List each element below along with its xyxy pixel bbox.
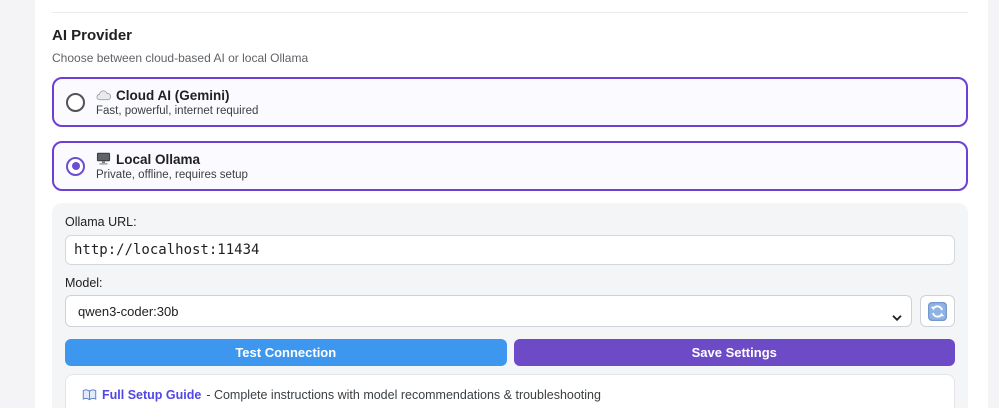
settings-content: AI Provider Choose between cloud-based A… [52,0,968,408]
provider-option-ollama[interactable]: Local Ollama Private, offline, requires … [52,141,968,191]
refresh-icon [928,301,948,321]
model-label: Model: [65,276,103,290]
ollama-option-label: Local Ollama [116,151,201,167]
guide-description: - Complete instructions with model recom… [206,388,601,402]
provider-option-cloud[interactable]: Cloud AI (Gemini) Fast, powerful, intern… [52,77,968,127]
setup-help-card: Full Setup Guide - Complete instructions… [65,374,955,408]
cloud-icon [96,89,111,101]
cloud-option-description: Fast, powerful, internet required [96,104,259,117]
action-buttons-row: Test Connection Save Settings [65,339,955,366]
cloud-option-title: Cloud AI (Gemini) [96,88,258,103]
test-connection-button[interactable]: Test Connection [65,339,507,366]
ollama-settings-panel: Ollama URL: Model: qwen3-coder:30b [52,203,968,408]
setup-guide-line: Full Setup Guide - Complete instructions… [82,388,938,402]
ollama-option-description: Private, offline, requires setup [96,168,248,181]
section-divider [52,12,968,13]
ollama-option-title: Local Ollama [96,152,248,167]
model-select[interactable]: qwen3-coder:30b [65,295,913,327]
ollama-url-input[interactable] [65,235,955,265]
right-page-gutter [988,0,999,408]
ollama-radio-button[interactable] [66,156,85,176]
model-row: qwen3-coder:30b [65,295,955,327]
save-settings-button[interactable]: Save Settings [513,339,955,366]
model-select-wrap: qwen3-coder:30b [65,295,913,327]
ollama-url-label: Ollama URL: [65,215,137,229]
cloud-option-body: Cloud AI (Gemini) Fast, powerful, intern… [96,88,258,117]
open-book-icon [82,389,97,401]
page-title: AI Provider [52,27,133,44]
cloud-radio-button[interactable] [66,92,85,112]
left-page-gutter [0,0,35,408]
refresh-models-button[interactable] [920,295,955,327]
ollama-option-body: Local Ollama Private, offline, requires … [96,152,248,181]
page-subtitle: Choose between cloud-based AI or local O… [52,51,309,65]
cloud-option-label: Cloud AI (Gemini) [116,87,230,103]
desktop-computer-icon [96,152,111,166]
full-setup-guide-link[interactable]: Full Setup Guide [102,388,202,402]
